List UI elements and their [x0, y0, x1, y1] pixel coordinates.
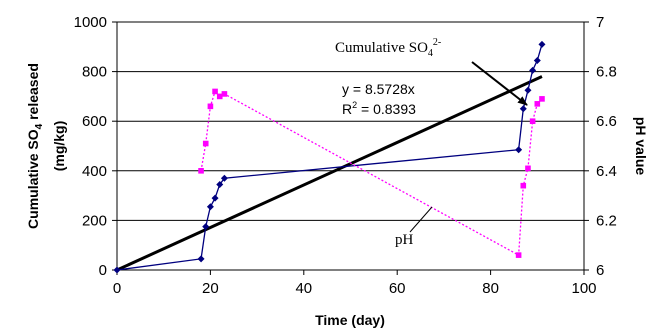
x-tick-label: 20: [202, 280, 219, 297]
ph-data-point: [212, 88, 218, 95]
series-layer: [113, 40, 546, 274]
y-axis-title-tail: released: [25, 63, 41, 124]
ph-data-point: [529, 118, 536, 124]
y2-tick-label: 7: [596, 14, 604, 31]
x-tick-label: 80: [482, 280, 499, 297]
series-line-ph: [200, 90, 543, 257]
so4-data-point: [220, 174, 228, 182]
ph-data-point: [515, 252, 522, 258]
so4-data-point: [211, 194, 219, 202]
plot-frame: [116, 21, 585, 271]
so4-annotation-main: Cumulative SO: [335, 40, 428, 56]
ph-data-point: [539, 96, 545, 102]
ph-data-point: [202, 140, 209, 147]
y-tick-label: 600: [82, 113, 107, 130]
trendline-equation: y = 8.5728x: [342, 81, 415, 97]
y2-tick-label: 6: [596, 262, 604, 279]
ph-annotation-label: pH: [395, 232, 414, 248]
trendline-r2-value: = 0.8393: [357, 101, 416, 117]
gridlines: [117, 71, 584, 221]
x-tick-label: 60: [389, 280, 406, 297]
so4-data-point: [538, 40, 546, 48]
so4-annotation-label: Cumulative SO42-: [335, 37, 441, 59]
y-axis-title-sub: 4: [34, 123, 45, 129]
so4-data-point: [524, 86, 532, 94]
y-tick-label: 200: [82, 212, 107, 229]
ph-data-point: [207, 103, 214, 110]
y2-axis-ticks: 6 6.2 6.4 6.6 6.8 7: [584, 14, 617, 279]
y-axis-title-units: (mg/kg): [51, 121, 67, 172]
so4-data-point: [113, 266, 121, 274]
ph-data-point: [520, 182, 527, 189]
so4-data-point: [216, 180, 224, 188]
ph-data-point: [216, 93, 223, 100]
ph-data-point: [221, 91, 228, 97]
y2-tick-label: 6.6: [596, 113, 617, 130]
y2-tick-label: 6.4: [596, 163, 617, 180]
x-tick-label: 0: [113, 280, 121, 297]
y-tick-label: 800: [82, 64, 107, 81]
so4-annotation-sub: 4: [428, 48, 433, 59]
y-axis-title: Cumulative SO4 released (mg/kg): [25, 63, 67, 229]
y2-tick-label: 6.2: [596, 212, 617, 229]
x-tick-label: 100: [571, 280, 596, 297]
trendline-r2-sup: 2: [352, 100, 357, 110]
y2-tick-label: 6.8: [596, 64, 617, 81]
trendline-r2-prefix: R: [342, 101, 352, 117]
ph-annotation-leader: [409, 206, 433, 233]
x-axis-ticks: 0 20 40 60 80 100: [113, 270, 597, 297]
y-axis-title-main: Cumulative SO: [25, 129, 41, 229]
y-tick-label: 400: [82, 163, 107, 180]
so4-data-point: [515, 146, 523, 154]
so4-annotation-arrow: [471, 61, 528, 106]
so4-data-point: [197, 255, 205, 263]
x-tick-label: 40: [295, 280, 312, 297]
series-line-so4: [116, 44, 543, 271]
svg-text:Cumulative SO4 released: Cumulative SO4 released: [25, 63, 45, 229]
trendline: [116, 75, 543, 272]
x-axis-title: Time (day): [315, 312, 385, 328]
so4-data-point: [202, 223, 210, 231]
so4-data-point: [206, 203, 214, 211]
ph-data-point: [525, 165, 531, 172]
y-axis-ticks: 0 200 400 600 800 1000: [74, 14, 117, 279]
y2-axis-title: pH value: [633, 117, 647, 176]
so4-data-point: [529, 66, 537, 74]
so4-data-point: [519, 105, 527, 113]
ph-data-point: [534, 101, 541, 107]
ph-data-point: [198, 168, 204, 174]
trendline-layer: [116, 75, 543, 272]
y-tick-label: 1000: [74, 14, 107, 31]
so4-annotation-sup: 2-: [433, 37, 441, 48]
y-tick-label: 0: [99, 262, 107, 279]
trendline-r2: R2 = 0.8393: [342, 100, 416, 117]
so4-data-point: [533, 56, 541, 64]
